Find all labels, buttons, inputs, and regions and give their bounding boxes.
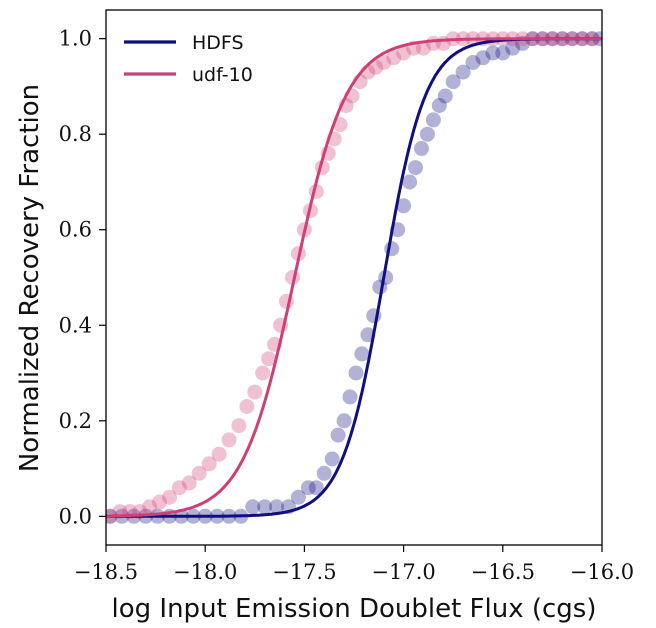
data-point	[211, 446, 227, 462]
data-point	[414, 141, 429, 156]
data-point	[445, 74, 461, 90]
data-point	[475, 50, 491, 66]
x-axis-ticks: −18.5 −18.0 −17.5 −17.0 −16.5 −16.0	[74, 545, 634, 584]
data-point	[368, 59, 384, 75]
data-point	[425, 112, 441, 128]
y-axis-label: Normalized Recovery Fraction	[15, 84, 45, 472]
data-point	[336, 413, 352, 429]
data-point	[330, 427, 346, 443]
data-point	[142, 499, 158, 515]
data-point	[255, 365, 271, 381]
legend-label: HDFS	[192, 32, 244, 54]
x-tick-label: −17.0	[371, 560, 435, 584]
data-point	[316, 465, 332, 481]
data-point	[261, 351, 277, 367]
y-tick-label: 0.4	[59, 313, 92, 337]
data-point	[181, 475, 197, 491]
data-point	[396, 198, 412, 214]
data-point	[354, 346, 370, 362]
data-point	[342, 389, 358, 405]
data-point	[257, 499, 273, 515]
data-point	[290, 489, 306, 505]
x-tick-label: −17.5	[272, 560, 336, 584]
data-point	[348, 365, 364, 381]
series-udf-10	[106, 31, 600, 524]
y-tick-label: 0.0	[59, 504, 92, 528]
data-point	[402, 174, 418, 190]
x-tick-label: −18.5	[74, 560, 138, 584]
data-point	[245, 499, 261, 515]
data-point	[300, 480, 316, 496]
legend: HDFS udf-10	[124, 32, 253, 86]
data-point	[495, 45, 511, 61]
data-point	[396, 45, 412, 61]
data-point	[231, 418, 247, 434]
fit-curve-hdfs	[106, 37, 602, 518]
series-layer	[106, 31, 602, 524]
series-hdfs	[106, 31, 602, 524]
fit-curve-udf-10	[106, 37, 602, 518]
data-point	[408, 160, 423, 176]
data-point	[505, 40, 521, 56]
data-point	[171, 480, 187, 496]
y-tick-label: 0.2	[59, 409, 92, 433]
data-point	[201, 456, 217, 472]
data-point	[324, 451, 340, 467]
legend-label: udf-10	[192, 64, 253, 86]
y-tick-label: 0.6	[59, 218, 92, 242]
y-tick-label: 1.0	[59, 27, 92, 51]
data-point	[465, 55, 481, 70]
data-point	[431, 98, 447, 113]
data-point	[152, 494, 168, 510]
x-tick-label: −16.0	[570, 560, 634, 584]
data-point	[419, 126, 435, 142]
data-point	[162, 489, 177, 505]
data-point	[239, 399, 255, 414]
plot-frame	[105, 9, 603, 546]
y-axis-ticks: 0.0 0.2 0.4 0.6 0.8 1.0	[59, 27, 106, 528]
data-point	[415, 40, 431, 56]
x-axis-label: log Input Emission Doublet Flux (cgs)	[112, 594, 597, 624]
data-point	[485, 45, 501, 61]
data-point	[386, 50, 402, 66]
data-point	[247, 384, 263, 400]
data-point	[376, 55, 392, 70]
x-tick-label: −16.5	[471, 560, 535, 584]
data-point	[191, 465, 207, 481]
data-point	[221, 432, 237, 448]
data-point	[437, 88, 453, 104]
data-point	[269, 499, 285, 515]
data-point	[308, 480, 324, 496]
data-point	[455, 64, 471, 80]
y-tick-label: 0.8	[59, 122, 92, 146]
x-tick-label: −18.0	[173, 560, 237, 584]
